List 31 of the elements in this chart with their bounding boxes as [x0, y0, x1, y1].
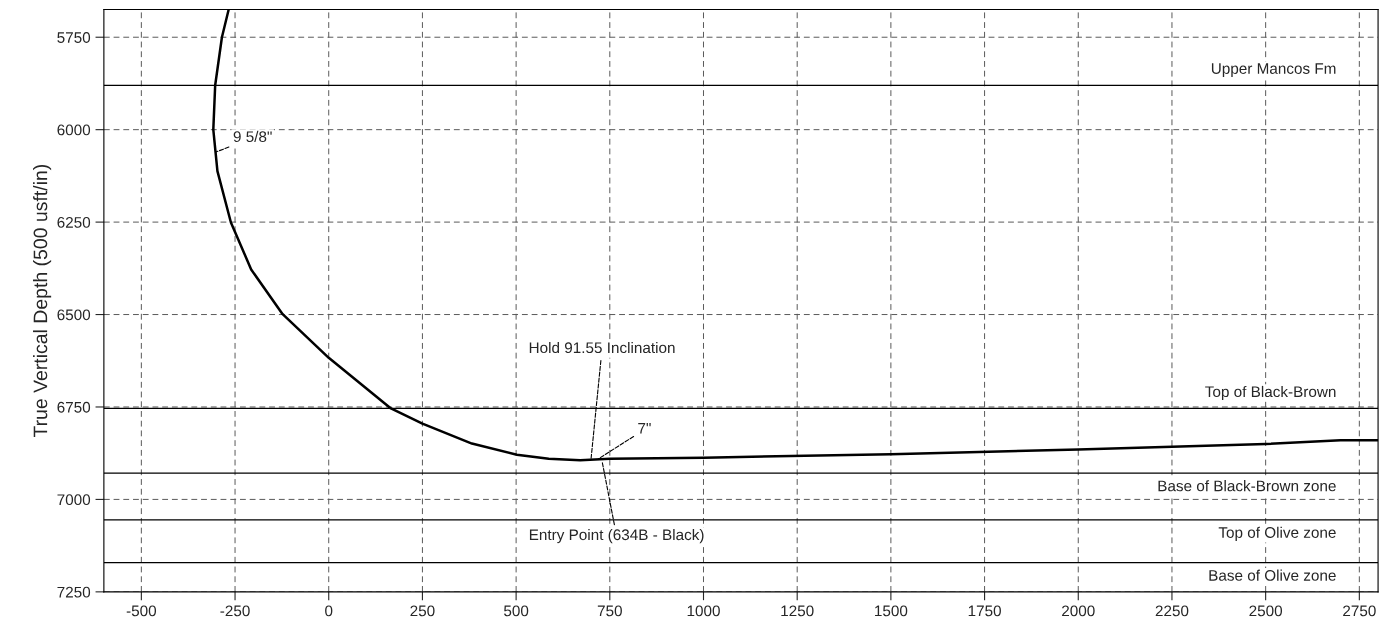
annotation: 7"	[638, 423, 651, 434]
x-tick-label: 500	[503, 605, 529, 617]
annotation: 9 5/8"	[233, 130, 272, 143]
x-tick-label: -250	[220, 605, 250, 617]
y-tick-label: 6000	[57, 124, 91, 136]
y-tick-label: 6500	[57, 309, 91, 321]
x-tick-label: 250	[410, 605, 435, 617]
ref-line-label: Upper Mancos Fm	[1211, 63, 1336, 77]
y-tick-label: 7250	[57, 586, 91, 598]
annotation: Entry Point (634B - Black)	[529, 528, 704, 544]
x-tick-label: 750	[597, 605, 622, 617]
y-tick-label: 6250	[57, 216, 91, 228]
x-tick-label: 0	[325, 605, 333, 617]
x-tick-label: 2250	[1155, 605, 1189, 617]
x-tick-label: 1750	[968, 605, 1001, 617]
ref-line-label: Base of Black-Brown zone	[1158, 480, 1336, 492]
ref-line-label: Top of Black-Brown	[1205, 385, 1336, 401]
x-tick-label: 1250	[781, 605, 814, 617]
y-tick-label: 5750	[57, 32, 91, 43]
x-tick-label: 2500	[1249, 605, 1283, 617]
x-tick-label: 1000	[687, 605, 720, 617]
y-tick-label: 7000	[57, 494, 91, 506]
x-tick-label: 2000	[1062, 605, 1095, 617]
x-tick-label: 2750	[1343, 605, 1376, 617]
x-tick-label: 1500	[875, 605, 908, 617]
y-tick-label: 6750	[57, 401, 91, 413]
y-axis-title: True Vertical Depth (500 usft/in)	[33, 164, 52, 438]
annotation: Hold 91.55 Inclination	[529, 341, 675, 354]
ref-line-label: Base of Olive zone	[1209, 569, 1336, 581]
ref-line-label: Top of Olive zone	[1218, 526, 1336, 541]
x-tick-label: -500	[126, 605, 157, 617]
